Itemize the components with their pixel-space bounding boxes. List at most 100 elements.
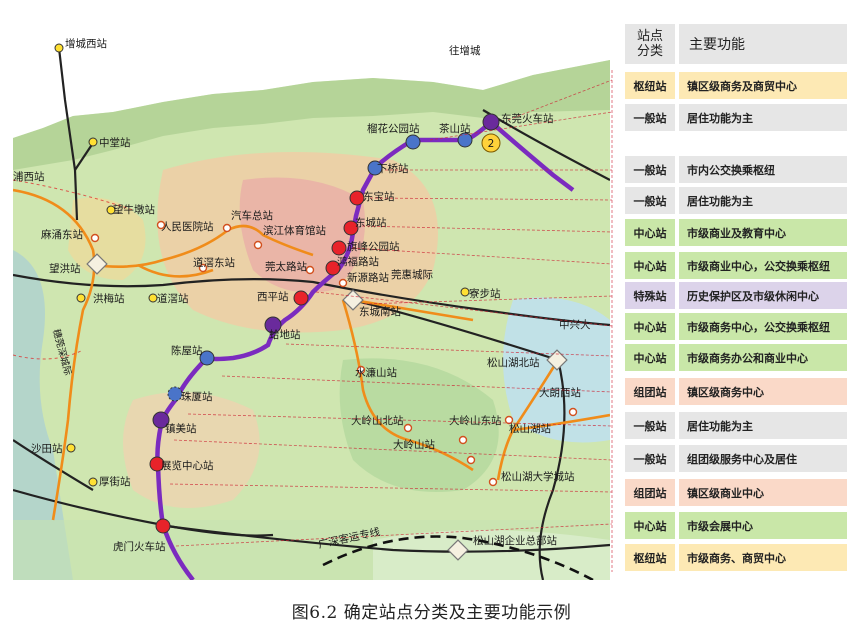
label-songshanhu-north: 松山湖北站 <box>487 356 540 369</box>
label-bus-terminal: 汽车总站 <box>231 209 273 222</box>
station-marker-33 <box>482 113 500 131</box>
label-zhenmei: 镇美站 <box>165 422 197 435</box>
label-puxi: 浦西站 <box>13 170 45 183</box>
station-marker-40 <box>264 316 282 334</box>
row-category: 组团站 <box>625 479 675 506</box>
header-function: 主要功能 <box>679 24 847 64</box>
row-category: 枢纽站 <box>625 544 675 571</box>
line-2-number: 2 <box>488 138 495 150</box>
table-row: 一般站 市内公交换乘枢纽 <box>625 156 847 183</box>
label-daojiao-east: 道滘东站 <box>193 256 235 269</box>
station-marker-0 <box>54 43 64 53</box>
label-renmin-hospital: 人民医院站 <box>161 220 214 233</box>
label-songshanhu: 松山湖站 <box>509 422 551 435</box>
station-marker-19 <box>356 365 366 375</box>
label-to-zengcheng: 往增城 <box>449 44 481 57</box>
row-category: 中心站 <box>625 313 675 340</box>
label-chenwu: 陈屋站 <box>171 344 203 357</box>
label-dongcheng: 东城站 <box>355 216 387 229</box>
row-function: 市级商务办公和商业中心 <box>679 344 847 371</box>
label-wangniudun: 望牛墩站 <box>113 203 155 216</box>
table-row: 组团站 镇区级商业中心 <box>625 479 847 506</box>
interchange-marker-10 <box>86 253 108 275</box>
label-shuilianshan: 水濂山站 <box>355 366 397 379</box>
label-xiaqiao: 下桥站 <box>377 162 409 175</box>
station-marker-15 <box>305 265 315 275</box>
label-xinyuan-road: 新源路站 <box>347 271 389 284</box>
table-header: 站点 分类 主要功能 <box>625 24 847 64</box>
station-marker-11 <box>156 220 166 230</box>
station-marker-35 <box>349 190 365 206</box>
row-category: 中心站 <box>625 344 675 371</box>
table-row: 中心站 市级商务办公和商业中心 <box>625 344 847 371</box>
table-row: 一般站 组团级服务中心及居住 <box>625 445 847 472</box>
row-function: 镇区级商务中心 <box>679 378 847 405</box>
station-marker-31 <box>405 134 421 150</box>
table-row: 特殊站 历史保护区及市级休闲中心 <box>625 282 847 309</box>
station-marker-20 <box>403 423 413 433</box>
station-marker-38 <box>325 260 341 276</box>
station-marker-36 <box>343 220 359 236</box>
station-marker-43 <box>152 411 170 429</box>
station-marker-9 <box>90 233 100 243</box>
label-zhongtang: 中堂站 <box>99 136 131 149</box>
station-marker-2 <box>88 137 98 147</box>
row-category: 一般站 <box>625 187 675 214</box>
label-shatian: 沙田站 <box>31 442 63 455</box>
row-function: 市级商务中心，公交换乘枢纽 <box>679 313 847 340</box>
label-hongfu-road: 鸿福路站 <box>337 255 379 268</box>
row-category: 中心站 <box>625 252 675 279</box>
river-area <box>13 20 610 138</box>
station-marker-4 <box>106 205 116 215</box>
table-row: 枢纽站 镇区级商务及商贸中心 <box>625 72 847 99</box>
table-row: 一般站 居住功能为主 <box>625 104 847 131</box>
station-marker-7 <box>460 287 470 297</box>
station-marker-45 <box>155 518 171 534</box>
label-hongmei: 洪梅站 <box>93 292 125 305</box>
station-marker-27 <box>568 407 578 417</box>
station-marker-34 <box>367 160 383 176</box>
header-category: 站点 分类 <box>625 24 675 64</box>
table-row: 一般站 居住功能为主 <box>625 187 847 214</box>
table-row: 组团站 镇区级商务中心 <box>625 378 847 405</box>
label-dalingshan-north: 大岭山北站 <box>351 414 404 427</box>
table-row: 中心站 市级会展中心 <box>625 512 847 539</box>
station-marker-16 <box>338 278 348 288</box>
table-row: 中心站 市级商务中心，公交换乘枢纽 <box>625 313 847 340</box>
label-guantai-road: 莞太路站 <box>265 260 307 273</box>
label-guanhui-intercity: 莞惠城际 <box>391 268 433 281</box>
table-row: 中心站 市级商业及教育中心 <box>625 219 847 246</box>
row-category: 特殊站 <box>625 282 675 309</box>
row-function: 居住功能为主 <box>679 412 847 439</box>
label-xiping: 西平站 <box>257 290 289 303</box>
row-function: 市级商务、商贸中心 <box>679 544 847 571</box>
row-function: 居住功能为主 <box>679 187 847 214</box>
station-marker-22 <box>466 455 476 465</box>
label-dalingshan: 大岭山站 <box>393 438 435 451</box>
label-dongguan-railway: 东莞火车站 <box>501 112 554 125</box>
table-row: 中心站 市级商业中心，公交换乘枢纽 <box>625 252 847 279</box>
station-marker-42 <box>167 386 183 402</box>
station-marker-44 <box>149 456 165 472</box>
row-function: 市级会展中心 <box>679 512 847 539</box>
row-category: 一般站 <box>625 156 675 183</box>
row-function: 市内公交换乘枢纽 <box>679 156 847 183</box>
station-markers <box>54 43 578 561</box>
station-marker-41 <box>199 350 215 366</box>
row-category: 一般站 <box>625 412 675 439</box>
row-category: 中心站 <box>625 219 675 246</box>
label-zhongxing: 中兴大 <box>559 318 591 331</box>
label-liaobu: 寮步站 <box>469 287 501 300</box>
station-marker-14 <box>253 240 263 250</box>
station-marker-6 <box>66 443 76 453</box>
label-exhibition-center: 展览中心站 <box>161 459 214 472</box>
table-row: 一般站 居住功能为主 <box>625 412 847 439</box>
row-function: 镇区级商务及商贸中心 <box>679 72 847 99</box>
label-liuhua-park: 榴花公园站 <box>367 122 420 135</box>
station-marker-21 <box>458 435 468 445</box>
label-songshanhu-hq: 松山湖企业总部站 <box>473 534 557 547</box>
label-dalang-west: 大朗西站 <box>539 386 581 399</box>
map-panel: 2 增城西站 往增城 中堂站 洪梅站 望牛墩站 道滘站 沙田站 寮步站 厚街站 … <box>13 20 610 580</box>
label-qifeng-park: 旗峰公园站 <box>347 240 400 253</box>
label-binjiang-stadium: 滨江体育馆站 <box>263 224 326 237</box>
